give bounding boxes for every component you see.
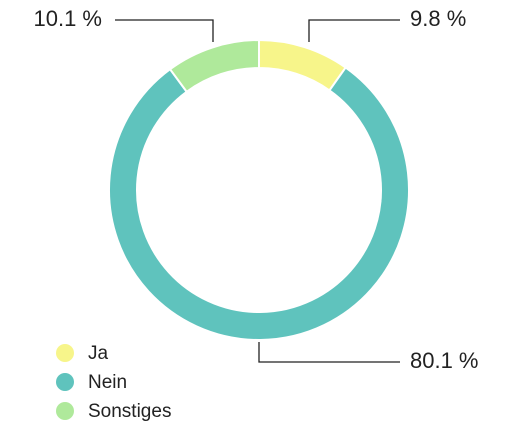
legend-swatch [56, 373, 74, 391]
value-label: 9.8 % [410, 6, 466, 31]
donut-segment [258, 38, 348, 92]
value-label: 10.1 % [34, 6, 103, 31]
value-label: 80.1 % [410, 348, 479, 373]
leader-line [308, 19, 400, 42]
leader-line [115, 19, 214, 42]
legend-swatch [56, 402, 74, 420]
legend-label: Ja [88, 343, 109, 364]
leader-line [258, 342, 400, 363]
donut-segment [108, 66, 410, 341]
donut-segment [168, 38, 260, 94]
legend-swatch [56, 344, 74, 362]
legend-label: Sonstiges [88, 401, 171, 422]
legend-label: Nein [88, 372, 127, 393]
